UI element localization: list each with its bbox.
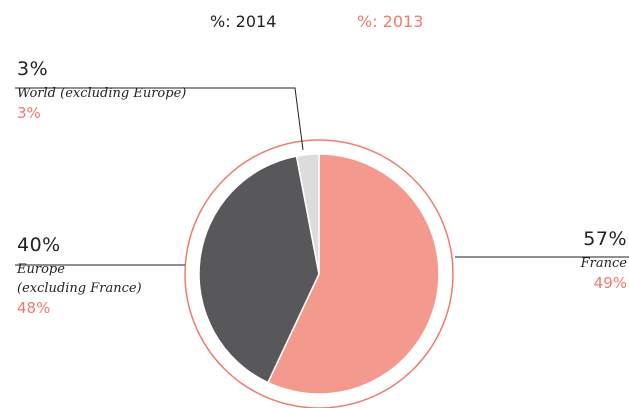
pie-slice — [198, 155, 320, 384]
pie-slice — [295, 153, 320, 275]
value-2014: 57% — [583, 228, 627, 250]
category-label: Europe (excluding France) — [17, 262, 142, 296]
value-2013: 3% — [17, 104, 41, 122]
leader-line — [15, 87, 304, 151]
value-2014: 3% — [17, 58, 49, 80]
slice-label: 57% France 49% — [460, 228, 627, 292]
slice-label: 3% World (excluding Europe) 3% — [17, 58, 277, 122]
slice-label: 40% Europe (excluding France) 48% — [17, 234, 197, 317]
value-2013: 49% — [593, 274, 627, 292]
category-label: World (excluding Europe) — [17, 86, 187, 101]
outer-ring — [184, 139, 454, 408]
legend-2014: %: 2014 — [210, 12, 277, 31]
pie-slice — [266, 153, 440, 395]
category-label: France — [580, 256, 627, 271]
value-2014: 40% — [17, 234, 61, 256]
legend-2013: %: 2013 — [357, 12, 424, 31]
value-2013: 48% — [17, 299, 51, 317]
